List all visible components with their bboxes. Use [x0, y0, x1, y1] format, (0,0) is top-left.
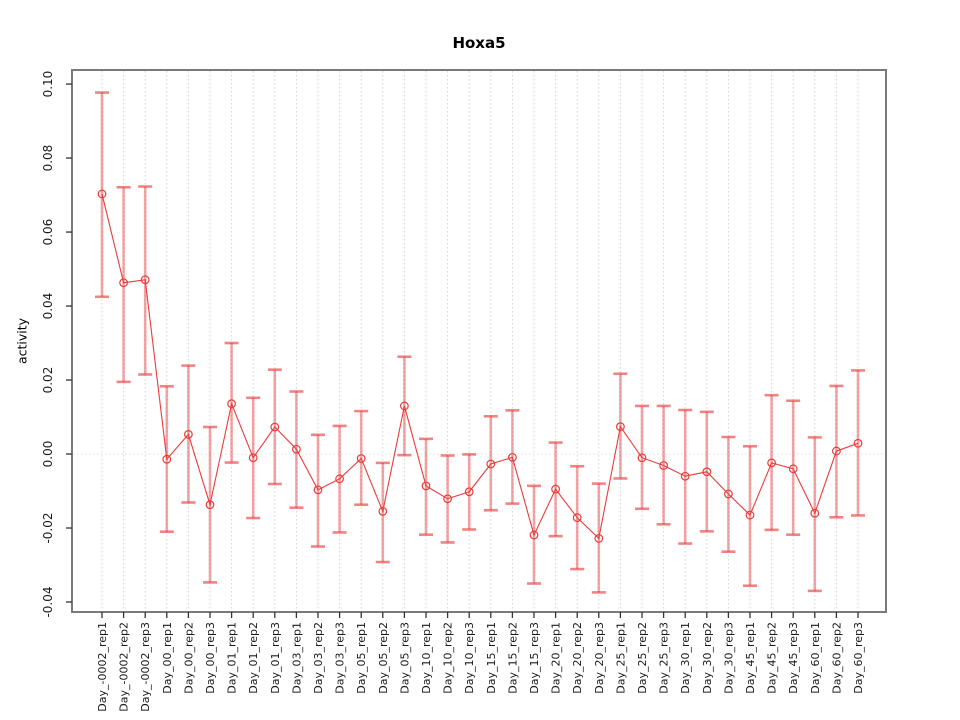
x-tick-label: Day_03_rep1 — [290, 622, 303, 694]
x-tick-label: Day_60_rep3 — [852, 622, 865, 694]
data-point — [270, 422, 280, 432]
data-point — [183, 430, 193, 439]
x-tick-label: Day_20_rep2 — [571, 622, 584, 694]
y-tick-label: -0.02 — [41, 512, 55, 543]
data-point — [162, 454, 172, 464]
x-tick-label: Day_30_rep2 — [701, 622, 714, 694]
data-point — [637, 453, 647, 463]
x-tick-label: Day_45_rep3 — [787, 622, 800, 694]
x-tick-label: Day_20_rep1 — [550, 622, 563, 694]
y-tick-label: 0.00 — [41, 441, 55, 468]
data-point — [680, 471, 690, 481]
data-point — [724, 489, 733, 499]
x-tick-label: Day_60_rep1 — [809, 622, 822, 694]
data-point — [205, 500, 215, 510]
x-tick-label: Day_-0002_rep1 — [96, 622, 109, 712]
x-tick-label: Day_25_rep3 — [658, 622, 671, 694]
data-point — [767, 458, 776, 468]
x-tick-label: Day_25_rep1 — [614, 622, 627, 694]
y-tick-label: 0.10 — [41, 71, 55, 98]
x-tick-label: Day_15_rep3 — [528, 622, 541, 694]
data-point — [551, 484, 560, 494]
plot-box — [71, 69, 887, 613]
x-tick-label: Day_30_rep3 — [722, 622, 735, 694]
data-point — [702, 467, 712, 477]
data-point — [529, 530, 539, 540]
data-point — [140, 275, 150, 285]
x-tick-label: Day_00_rep3 — [204, 622, 217, 694]
x-tick-label: Day_03_rep2 — [312, 622, 325, 694]
x-tick-label: Day_25_rep2 — [636, 622, 649, 694]
x-tick-label: Day_05_rep2 — [377, 622, 390, 694]
x-tick-label: Day_03_rep3 — [334, 622, 347, 694]
data-point — [486, 459, 496, 469]
y-tick-label: 0.08 — [41, 145, 55, 172]
data-point — [378, 506, 388, 516]
data-point — [832, 446, 841, 456]
gridlines — [73, 71, 885, 611]
x-tick-label: Day_01_rep3 — [269, 622, 282, 694]
x-tick-label: Day_45_rep1 — [744, 622, 757, 694]
x-tick-label: Day_-0002_rep2 — [118, 622, 131, 712]
data-point — [594, 533, 604, 543]
data-point — [616, 422, 625, 432]
data-points — [97, 189, 863, 543]
x-tick-label: Day_05_rep1 — [355, 622, 368, 694]
y-tick-label: 0.06 — [41, 219, 55, 246]
x-tick-label: Day_00_rep1 — [161, 622, 174, 694]
x-tick-label: Day_00_rep2 — [182, 622, 195, 694]
x-tick-label: Day_05_rep3 — [398, 622, 411, 694]
data-point — [745, 510, 755, 520]
data-point — [572, 513, 582, 523]
y-tick-label: -0.04 — [41, 586, 55, 617]
data-point — [97, 189, 107, 199]
x-tick-label: Day_01_rep2 — [247, 622, 260, 694]
data-point — [508, 452, 517, 462]
x-tick-label: Day_60_rep2 — [830, 622, 843, 694]
data-point — [853, 438, 863, 448]
x-tick-label: Day_10_rep1 — [420, 622, 433, 694]
data-point — [464, 487, 474, 497]
x-tick-label: Day_10_rep2 — [442, 622, 455, 694]
data-point — [443, 494, 453, 504]
y-tick-label: 0.04 — [41, 293, 55, 320]
y-tick-label: 0.02 — [41, 367, 55, 394]
data-point — [421, 481, 431, 491]
data-point — [335, 474, 345, 484]
x-axis-ticks: Day_-0002_rep1 Day_-0002_rep2 Day_-0002_re… — [96, 612, 865, 712]
x-tick-label: Day_20_rep3 — [593, 622, 606, 694]
data-point — [119, 278, 128, 288]
data-point — [227, 399, 237, 409]
x-tick-label: Day_45_rep2 — [766, 622, 779, 694]
x-tick-label: Day_01_rep1 — [226, 622, 239, 694]
data-point — [659, 461, 668, 470]
data-point — [788, 464, 798, 474]
data-point — [248, 453, 258, 463]
series-line — [101, 193, 859, 540]
data-point — [292, 444, 301, 454]
x-tick-label: Day_30_rep1 — [679, 622, 692, 694]
x-tick-label: Day_10_rep3 — [463, 622, 476, 694]
x-tick-label: Day_15_rep1 — [485, 622, 498, 694]
data-point — [810, 508, 820, 518]
data-point — [400, 401, 409, 411]
chart-title: Hoxa5 — [452, 34, 506, 52]
data-point — [356, 454, 366, 463]
data-point — [313, 485, 323, 495]
x-tick-label: Day_15_rep2 — [506, 622, 519, 694]
x-tick-label: Day_-0002_rep3 — [139, 622, 152, 712]
y-axis-ticks: 0.10 0.08 0.06 0.04 0.02 0.00 -0.02 -0.04 — [41, 71, 72, 618]
